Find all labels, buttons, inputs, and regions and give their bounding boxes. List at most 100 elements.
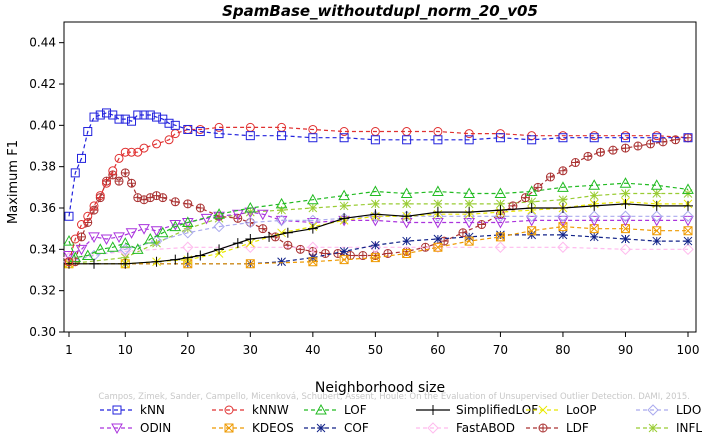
series-odin	[63, 207, 694, 262]
data-point	[81, 249, 94, 261]
data-point	[402, 135, 412, 145]
series-line	[68, 211, 688, 257]
data-point	[683, 236, 693, 246]
data-point	[195, 203, 205, 213]
data-point	[256, 209, 269, 221]
chart-title: SpamBase_withoutdupl_norm_20_v05	[222, 2, 538, 20]
data-point	[245, 259, 255, 269]
data-point	[370, 135, 380, 145]
data-point	[682, 183, 694, 194]
legend-label: KDEOS	[252, 421, 294, 434]
data-point	[589, 200, 600, 211]
data-point	[150, 226, 163, 237]
data-point	[120, 253, 130, 262]
data-point	[339, 213, 350, 224]
legend-item-inflo: INFLO	[636, 421, 702, 435]
data-point	[527, 135, 537, 145]
data-point	[339, 201, 349, 211]
data-point	[652, 226, 662, 236]
data-point	[119, 245, 131, 258]
legend-label: LoOP	[566, 403, 597, 417]
y-tick-label: 0.36	[29, 201, 56, 215]
data-point	[633, 141, 643, 151]
data-point	[283, 240, 293, 250]
data-point	[432, 241, 444, 253]
data-point	[164, 118, 174, 128]
data-point	[652, 133, 662, 143]
data-point	[558, 230, 568, 240]
data-point	[652, 189, 662, 198]
data-point	[433, 135, 443, 145]
data-point	[133, 110, 143, 120]
data-point	[402, 248, 412, 258]
series-line	[69, 201, 688, 265]
legend-label: SimplifiedLOF	[456, 403, 538, 417]
legend-swatch-marker	[538, 405, 548, 415]
data-point	[214, 129, 224, 139]
x-axis-label: Neighborhood size	[315, 380, 445, 396]
x-tick-label: 70	[493, 343, 508, 357]
legend-swatch-marker	[316, 423, 326, 433]
data-point	[214, 122, 224, 132]
legend-item-knn: kNN	[100, 403, 165, 417]
series-line	[68, 246, 688, 259]
data-point	[308, 257, 318, 267]
data-point	[119, 243, 131, 256]
data-point	[683, 226, 693, 236]
data-point	[494, 217, 507, 229]
data-point	[64, 211, 74, 221]
data-point	[277, 205, 286, 215]
x-tick-label: 30	[243, 343, 258, 357]
data-point	[557, 181, 569, 192]
data-point	[138, 224, 150, 235]
data-point	[170, 129, 180, 139]
data-point	[608, 145, 618, 155]
data-point	[463, 217, 476, 229]
legend-item-cof: COF	[304, 421, 369, 435]
data-point	[275, 197, 288, 209]
watermark: Campos, Zimek, Sander, Campello, Micenko…	[98, 392, 690, 402]
data-point	[463, 187, 476, 199]
data-point	[338, 189, 350, 201]
data-point	[588, 210, 600, 222]
data-point	[106, 241, 119, 252]
data-point	[120, 168, 130, 178]
data-point	[527, 197, 537, 207]
data-point	[619, 177, 632, 188]
data-point	[558, 166, 568, 176]
data-point	[277, 131, 287, 141]
data-point	[83, 211, 93, 221]
data-point	[77, 220, 87, 230]
data-point	[589, 232, 599, 242]
data-point	[139, 110, 149, 120]
data-point	[589, 133, 599, 143]
data-point	[402, 236, 411, 246]
data-point	[277, 228, 286, 238]
data-point	[620, 224, 630, 234]
data-point	[308, 203, 318, 213]
data-point	[557, 241, 569, 253]
legend-swatch-marker	[224, 423, 234, 433]
data-point	[525, 215, 538, 227]
data-point	[275, 214, 288, 227]
legend-item-simplifiedlof: SimplifiedLOF	[416, 403, 538, 417]
series-line	[68, 126, 689, 262]
data-point	[682, 243, 694, 256]
data-point	[183, 224, 193, 234]
data-point	[144, 232, 157, 244]
legend-label: LDOF	[676, 403, 702, 417]
data-point	[682, 210, 694, 222]
data-point	[151, 256, 162, 267]
series-line	[68, 112, 688, 217]
data-point	[158, 193, 168, 203]
legend-swatch-marker	[538, 423, 548, 433]
legend-item-lof: LOF	[304, 403, 367, 417]
data-point	[683, 133, 693, 143]
data-point	[183, 124, 193, 134]
data-point	[63, 235, 75, 246]
data-point	[63, 251, 75, 262]
legend-swatch-marker	[224, 405, 234, 415]
data-point	[339, 247, 349, 256]
data-point	[520, 193, 530, 203]
data-point	[152, 139, 162, 149]
